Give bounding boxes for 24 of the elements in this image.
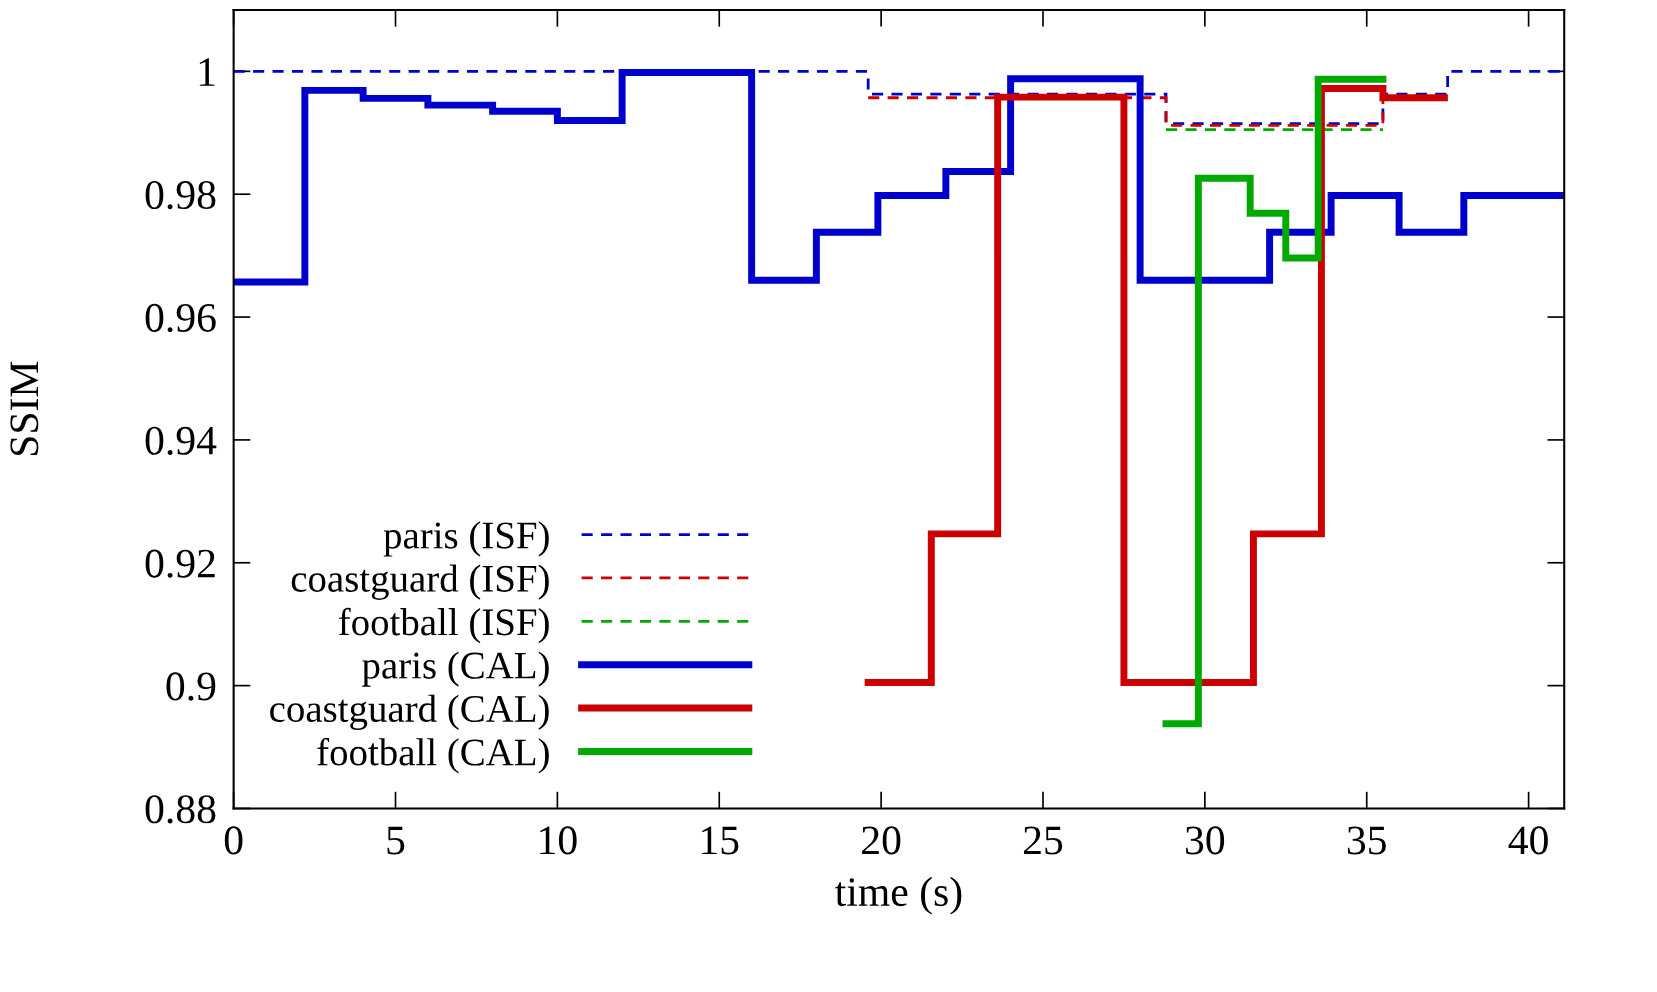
y-tick-label: 0.98 xyxy=(145,180,216,210)
y-tick-label: 1 xyxy=(199,58,215,86)
y-tick-label: 0.92 xyxy=(145,549,215,578)
y-tick-label: 0.96 xyxy=(145,303,216,333)
legend-label: coastguard (CAL) xyxy=(270,694,549,731)
x-tick-label: 0 xyxy=(224,826,243,855)
legend-label: football (ISF) xyxy=(338,607,549,644)
y-tick-label: 0.94 xyxy=(145,426,217,455)
legend-label: paris (ISF) xyxy=(383,521,549,557)
x-tick-label: 20 xyxy=(862,826,901,855)
legend-label: paris (CAL) xyxy=(362,651,549,687)
x-tick-label: 15 xyxy=(702,826,739,855)
x-axis-title: time (s) xyxy=(835,876,962,915)
x-tick-label: 5 xyxy=(387,826,405,855)
x-tick-label: 25 xyxy=(1023,826,1063,855)
x-tick-label: 30 xyxy=(1186,826,1225,855)
y-axis-title: SSIM xyxy=(10,361,39,456)
legend-label: coastguard (ISF) xyxy=(291,564,549,600)
x-tick-label: 40 xyxy=(1508,826,1548,855)
legend-label: football (CAL) xyxy=(317,737,549,774)
y-tick-label: 0.9 xyxy=(166,672,216,701)
x-tick-label: 10 xyxy=(540,826,577,855)
x-tick-label: 35 xyxy=(1347,826,1386,855)
y-tick-label: 0.88 xyxy=(145,795,216,824)
